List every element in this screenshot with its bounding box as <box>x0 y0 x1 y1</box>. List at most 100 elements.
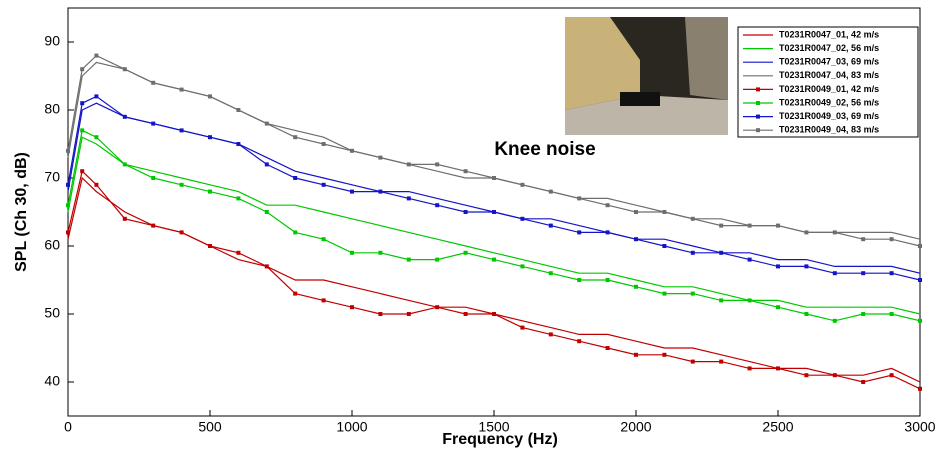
data-point <box>122 216 127 221</box>
data-point <box>293 135 298 140</box>
data-point <box>463 169 468 174</box>
data-point <box>605 230 610 235</box>
data-point <box>520 264 525 269</box>
data-point <box>435 257 440 262</box>
data-point <box>321 237 326 242</box>
data-point <box>492 210 496 214</box>
data-point <box>832 230 837 235</box>
data-point <box>66 182 70 187</box>
data-point <box>918 244 922 248</box>
legend-label: T0231R0047_04, 83 m/s <box>779 70 879 80</box>
data-point <box>236 108 241 112</box>
data-point <box>208 94 212 99</box>
data-point <box>94 53 99 58</box>
data-point <box>264 121 269 126</box>
data-point <box>208 244 212 248</box>
data-point <box>406 162 411 167</box>
data-point <box>406 257 411 262</box>
data-point <box>690 250 695 255</box>
data-point <box>548 271 553 276</box>
series-line <box>67 129 921 322</box>
data-point <box>264 210 269 214</box>
data-point <box>889 271 894 276</box>
data-point <box>66 203 70 208</box>
data-point <box>634 284 638 289</box>
inset-photo <box>565 17 728 135</box>
data-point <box>80 128 85 133</box>
data-point <box>293 230 298 235</box>
series-line <box>67 136 921 315</box>
data-point <box>747 366 752 371</box>
data-point <box>577 230 582 235</box>
data-point <box>122 162 127 167</box>
data-point <box>179 230 184 235</box>
data-point <box>66 148 70 153</box>
data-point <box>832 271 837 276</box>
data-point <box>747 223 752 228</box>
data-point <box>94 135 99 140</box>
y-tick-label: 80 <box>44 101 60 117</box>
data-point <box>492 312 496 316</box>
data-point <box>861 237 866 242</box>
y-tick-label: 40 <box>44 373 60 389</box>
data-point <box>80 101 85 106</box>
legend-label: T0231R0047_02, 56 m/s <box>779 43 879 53</box>
data-point <box>350 250 354 255</box>
y-axis-label: SPL (Ch 30, dB) <box>13 152 30 272</box>
data-point <box>832 373 837 378</box>
annotation: Knee noise <box>494 139 595 160</box>
data-point <box>662 352 667 357</box>
legend-label: T0231R0049_04, 83 m/s <box>779 125 879 135</box>
x-tick-label: 1000 <box>336 419 367 435</box>
legend-label: T0231R0047_03, 69 m/s <box>779 57 879 67</box>
x-tick-label: 1500 <box>478 419 509 435</box>
legend-label: T0231R0049_03, 69 m/s <box>779 111 879 121</box>
data-point <box>662 210 667 214</box>
data-point <box>832 318 837 323</box>
data-point <box>122 67 127 72</box>
data-point <box>889 312 894 316</box>
data-point <box>435 305 440 310</box>
series-line <box>67 176 921 383</box>
data-point <box>548 223 553 228</box>
series-line <box>67 95 921 281</box>
data-point <box>747 298 752 303</box>
data-point <box>208 135 212 140</box>
data-point <box>605 203 610 208</box>
data-point <box>179 182 184 187</box>
data-point <box>236 250 241 255</box>
data-point <box>321 182 326 187</box>
data-point <box>208 189 212 194</box>
data-point <box>520 182 525 187</box>
data-point <box>861 271 866 276</box>
data-point <box>94 94 99 99</box>
data-point <box>94 182 99 187</box>
x-tick-label: 500 <box>198 419 222 435</box>
data-point <box>122 114 127 119</box>
data-point <box>577 278 582 282</box>
data-point <box>918 278 922 282</box>
data-point <box>293 176 298 180</box>
data-point <box>80 67 85 72</box>
data-point <box>350 189 354 194</box>
y-tick-label: 60 <box>44 237 60 253</box>
data-point <box>236 142 241 146</box>
data-point <box>918 386 922 391</box>
legend-label: T0231R0049_01, 42 m/s <box>779 84 879 94</box>
data-point <box>179 87 184 92</box>
data-point <box>690 216 695 221</box>
data-point <box>321 298 326 303</box>
series-line <box>67 170 921 390</box>
data-point <box>406 312 411 316</box>
data-point <box>548 332 553 337</box>
data-point <box>264 264 269 269</box>
legend-marker <box>756 128 760 133</box>
data-point <box>776 305 780 310</box>
data-point <box>492 176 496 180</box>
data-point <box>350 305 354 310</box>
data-point <box>378 155 383 160</box>
data-point <box>804 264 809 269</box>
data-point <box>151 121 156 126</box>
